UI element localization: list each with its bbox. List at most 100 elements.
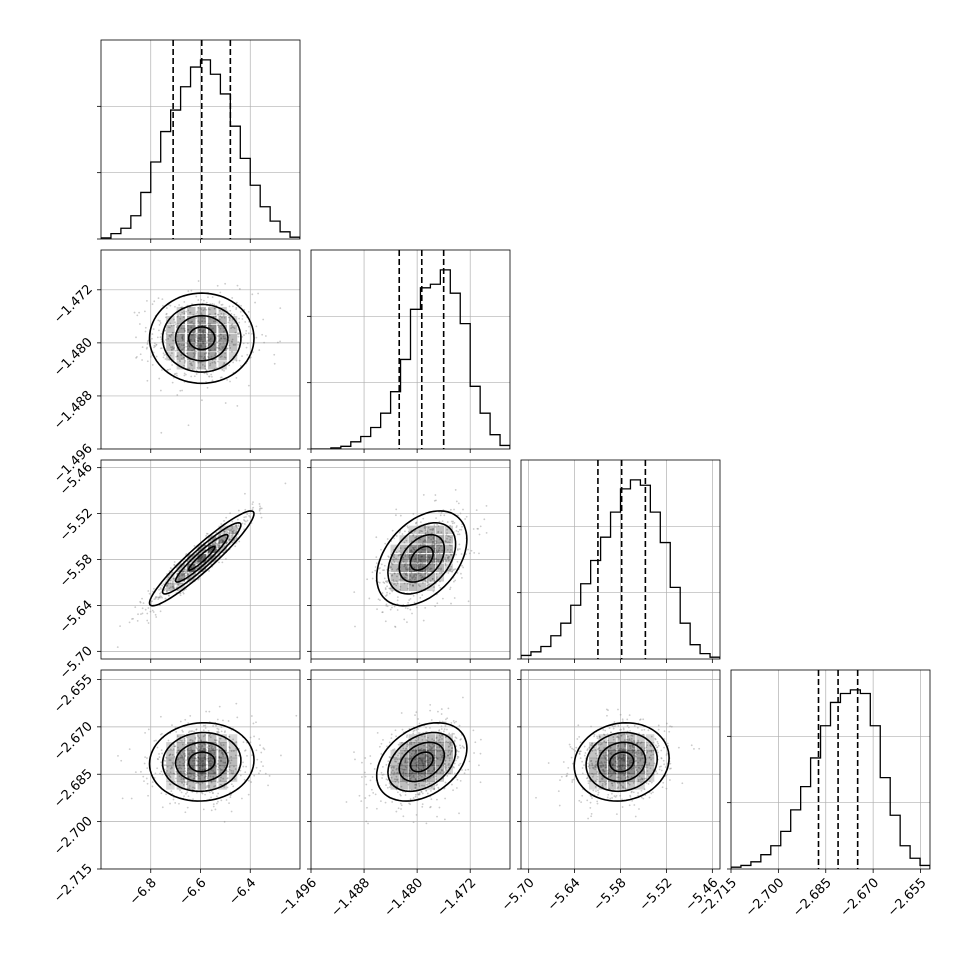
density-cell — [645, 749, 655, 759]
sample-point — [150, 602, 153, 604]
sample-point — [206, 759, 209, 762]
sample-point — [383, 569, 385, 572]
sample-point — [163, 583, 165, 586]
sample-point — [601, 785, 604, 788]
sample-point — [196, 748, 199, 750]
sample-point — [226, 347, 229, 350]
sample-point — [620, 784, 622, 787]
density-cell — [187, 563, 196, 573]
sample-point — [440, 512, 443, 514]
sample-point — [611, 792, 613, 795]
sample-point — [169, 759, 172, 761]
sample-point — [229, 347, 232, 349]
sample-point — [267, 784, 269, 787]
sample-point — [450, 548, 452, 551]
sample-point — [408, 568, 411, 570]
sample-point — [171, 586, 174, 588]
sample-point — [213, 360, 216, 363]
sample-point — [579, 750, 582, 753]
sample-point — [441, 754, 444, 757]
sample-point — [163, 768, 166, 771]
sample-point — [627, 726, 630, 729]
sample-point — [179, 360, 182, 363]
sample-point — [165, 307, 168, 309]
sample-point — [453, 762, 456, 765]
sample-point — [173, 324, 175, 327]
sample-point — [223, 322, 226, 325]
sample-point — [231, 532, 234, 535]
sample-point — [121, 797, 124, 800]
sample-point — [375, 562, 378, 565]
sample-point — [245, 332, 247, 335]
sample-point — [483, 518, 486, 521]
sample-point — [216, 341, 218, 344]
sample-point — [196, 332, 198, 335]
sample-point — [450, 565, 453, 568]
sample-point — [421, 784, 423, 787]
sample-point — [390, 766, 393, 769]
sample-point — [225, 799, 228, 801]
sample-point — [439, 741, 442, 744]
contour-line — [187, 751, 216, 773]
sample-point — [386, 538, 389, 540]
sample-point — [431, 545, 433, 548]
density-cell — [197, 757, 206, 767]
sample-point — [436, 544, 439, 547]
sample-point — [154, 342, 156, 345]
sample-point — [163, 759, 166, 762]
sample-point — [191, 739, 194, 742]
sample-point — [157, 319, 160, 322]
density-cell — [176, 781, 186, 790]
sample-point — [410, 741, 413, 744]
sample-point — [394, 626, 397, 628]
sample-point — [602, 765, 605, 768]
sample-point — [184, 774, 186, 777]
sample-point — [635, 751, 638, 754]
sample-point — [438, 552, 441, 555]
sample-point — [666, 752, 668, 755]
sample-point — [204, 724, 207, 727]
sample-point — [431, 743, 434, 746]
sample-point — [182, 564, 185, 567]
sample-point — [205, 786, 208, 789]
sample-point — [218, 705, 221, 708]
sample-point — [235, 524, 238, 526]
sample-point — [219, 333, 222, 336]
sample-point — [205, 308, 208, 311]
sample-point — [216, 545, 219, 548]
sample-point — [237, 335, 240, 338]
sample-point — [207, 296, 209, 299]
density-cell — [207, 535, 217, 544]
sample-point — [429, 772, 432, 775]
sample-point — [449, 743, 452, 746]
sample-point — [188, 785, 191, 787]
sample-point — [217, 544, 220, 547]
sample-point — [413, 530, 416, 533]
sample-point — [217, 313, 220, 316]
sample-point — [428, 782, 431, 785]
sample-point — [207, 730, 210, 732]
sample-point — [211, 749, 213, 751]
sample-point — [171, 364, 173, 366]
density-cell — [417, 573, 426, 582]
sample-point — [598, 735, 601, 738]
sample-point — [410, 789, 413, 791]
density-cell — [197, 361, 206, 370]
sample-point — [633, 804, 636, 806]
sample-point — [169, 304, 172, 307]
sample-point — [182, 327, 185, 330]
density-cell — [207, 315, 217, 325]
sample-point — [590, 744, 592, 746]
sample-point — [610, 782, 613, 785]
sample-point — [181, 339, 184, 342]
sample-point — [457, 530, 460, 533]
sample-point — [187, 290, 190, 292]
sample-point — [424, 539, 426, 541]
sample-point — [624, 743, 627, 746]
sample-point — [410, 743, 413, 746]
sample-point — [219, 309, 221, 312]
sample-point — [384, 542, 387, 545]
sample-point — [185, 781, 188, 783]
sample-point — [228, 802, 230, 805]
sample-point — [408, 566, 411, 569]
